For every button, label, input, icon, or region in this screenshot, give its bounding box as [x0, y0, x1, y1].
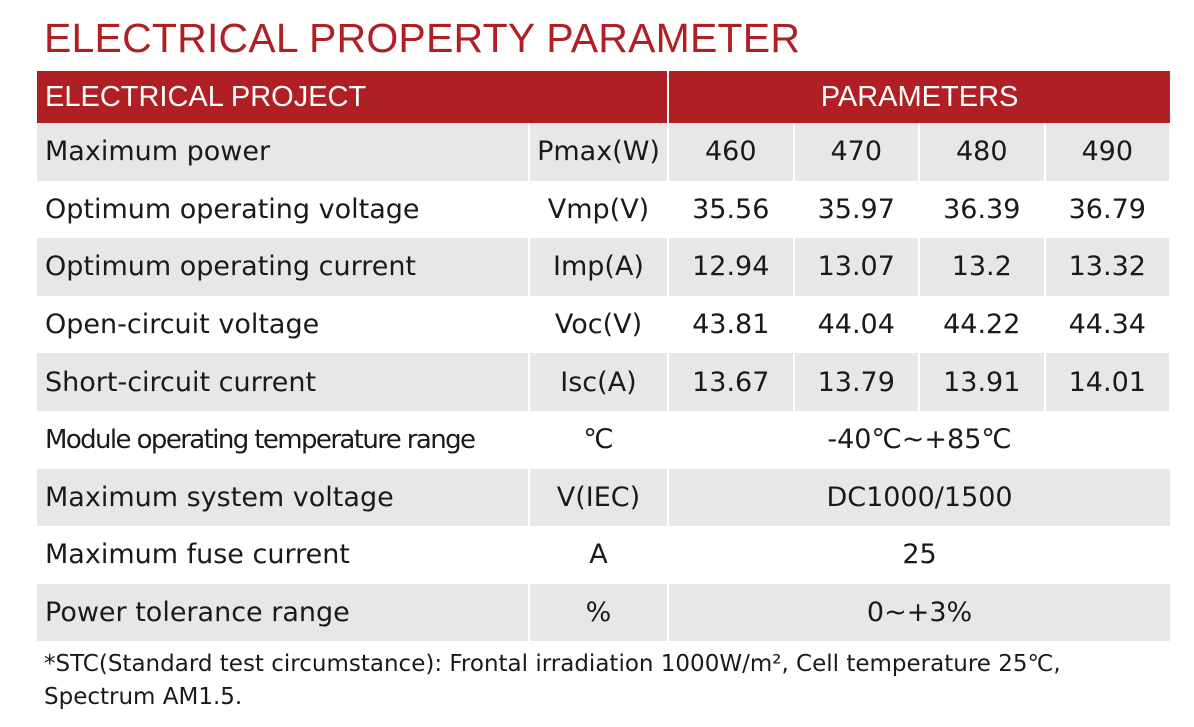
row-value: 14.01 — [1044, 353, 1172, 411]
row-value: 25 — [668, 526, 1171, 584]
row-value: 36.39 — [919, 180, 1046, 239]
header-parameters: PARAMETERS — [668, 71, 1171, 123]
row-maximum-fuse-current: Maximum fuse current A 25 — [37, 526, 1171, 584]
row-unit: Vmp(V) — [528, 180, 669, 239]
row-unit: % — [528, 583, 669, 642]
row-value: 44.22 — [919, 295, 1046, 354]
row-label: Open-circuit voltage — [37, 295, 529, 354]
row-value: 36.79 — [1044, 180, 1172, 239]
row-value: 13.79 — [793, 353, 920, 411]
row-unit: Isc(A) — [528, 353, 669, 411]
row-value: 35.56 — [668, 180, 795, 239]
row-value: 13.07 — [793, 238, 920, 296]
row-short-circuit-current: Short-circuit current Isc(A) 13.67 13.79… — [37, 353, 1172, 411]
row-value: -40℃~+85℃ — [668, 410, 1171, 469]
row-power-tolerance-range: Power tolerance range % 0~+3% — [37, 583, 1171, 642]
row-label: Maximum power — [37, 123, 529, 181]
row-label: Maximum fuse current — [37, 526, 529, 584]
row-value: 470 — [793, 123, 920, 181]
row-maximum-system-voltage: Maximum system voltage V(IEC) DC1000/150… — [37, 468, 1171, 527]
row-label: Power tolerance range — [37, 583, 529, 642]
page-title: ELECTRICAL PROPERTY PARAMETER — [44, 15, 801, 61]
row-optimum-operating-voltage: Optimum operating voltage Vmp(V) 35.56 3… — [37, 180, 1172, 239]
row-maximum-power: Maximum power Pmax(W) 460 470 480 490 — [37, 123, 1172, 181]
row-value: 43.81 — [668, 295, 795, 354]
electrical-parameter-table: ELECTRICAL PROJECT PARAMETERS Maximum po… — [37, 71, 1172, 642]
table-header-row: ELECTRICAL PROJECT PARAMETERS — [37, 71, 1171, 123]
row-label: Optimum operating current — [37, 238, 529, 296]
row-open-circuit-voltage: Open-circuit voltage Voc(V) 43.81 44.04 … — [37, 295, 1172, 354]
stc-footnote: *STC(Standard test circumstance): Fronta… — [44, 651, 1061, 710]
row-optimum-operating-current: Optimum operating current Imp(A) 12.94 1… — [37, 238, 1172, 296]
row-value: 490 — [1044, 123, 1172, 181]
row-value: 480 — [919, 123, 1046, 181]
row-value: 44.04 — [793, 295, 920, 354]
row-unit: Pmax(W) — [528, 123, 669, 181]
row-unit: Voc(V) — [528, 295, 669, 354]
row-unit: A — [528, 526, 669, 584]
row-label: Short-circuit current — [37, 353, 529, 411]
row-value: 13.67 — [668, 353, 795, 411]
row-unit: Imp(A) — [528, 238, 669, 296]
row-value: 35.97 — [793, 180, 920, 239]
row-label: Module operating temperature range — [37, 410, 529, 469]
row-label: Maximum system voltage — [37, 468, 529, 527]
header-electrical-project: ELECTRICAL PROJECT — [37, 71, 669, 123]
row-value: 0~+3% — [668, 583, 1171, 642]
row-unit: V(IEC) — [528, 468, 669, 527]
row-module-operating-temperature-range: Module operating temperature range ℃ -40… — [37, 410, 1171, 469]
row-value: 13.32 — [1044, 238, 1172, 296]
row-value: 13.91 — [919, 353, 1046, 411]
row-label: Optimum operating voltage — [37, 180, 529, 239]
row-unit: ℃ — [528, 410, 669, 469]
row-value: DC1000/1500 — [668, 468, 1171, 527]
row-value: 460 — [668, 123, 795, 181]
row-value: 44.34 — [1044, 295, 1172, 354]
row-value: 13.2 — [919, 238, 1046, 296]
electrical-parameter-table-wrapper: ELECTRICAL PROJECT PARAMETERS Maximum po… — [37, 71, 1172, 642]
row-value: 12.94 — [668, 238, 795, 296]
